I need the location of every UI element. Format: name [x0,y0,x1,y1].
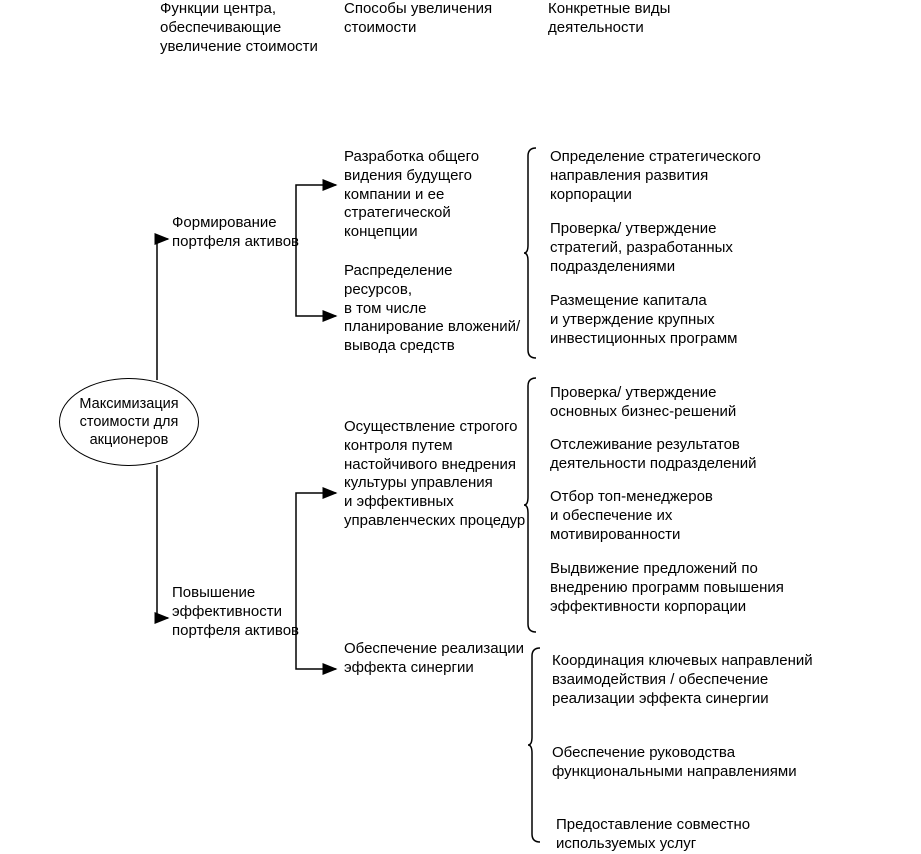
l4-node: Проверка/ утверждение основных бизнес-ре… [550,384,780,422]
l2-node-portfolio-efficiency: Повышение эффективности портфеля активов [172,584,312,640]
root-node: Максимизация стоимости для акционеров [59,378,199,466]
header-methods: Способы увеличения стоимости [344,0,524,38]
l3-node-resources: Распределение ресурсов,в том числе плани… [344,262,524,356]
l4-node: Проверка/ утверждение стратегий, разрабо… [550,220,780,276]
l3-node-vision: Разработка общего видения будущего компа… [344,148,524,242]
l4-node: Отбор топ-менеджерови обеспечение их мот… [550,488,780,544]
l2-node-portfolio-formation: Формирование портфеля активов [172,214,302,252]
l4-node: Размещение капиталаи утверждение крупных… [550,292,790,348]
l4-node: Отслеживание результатов деятельности по… [550,436,820,474]
l4-node: Координация ключевых направлений взаимод… [552,652,822,708]
l4-node: Выдвижение предложений по внедрению прог… [550,560,810,616]
l3-node-synergy: Обеспечение реализации эффекта синергии [344,640,534,678]
l4-node: Обеспечение руководства функциональными … [552,744,802,782]
l4-node: Предоставление совместно используемых ус… [556,816,816,854]
l3-node-control: Осуществление строгого контроля путем на… [344,418,534,531]
root-label: Максимизация стоимости для акционеров [66,395,192,449]
l4-node: Определение стратегического направления … [550,148,780,204]
header-activities: Конкретные виды деятельности [548,0,728,38]
header-functions: Функции центра, обеспечивающие увеличени… [160,0,330,56]
